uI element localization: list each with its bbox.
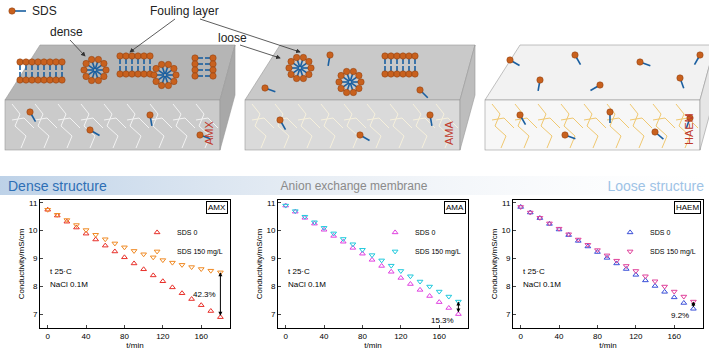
svg-text:11: 11 [29,199,38,208]
svg-text:80: 80 [120,332,129,341]
svg-text:0: 0 [45,332,50,341]
svg-text:Anion exchange membrane: Anion exchange membrane [281,179,428,193]
svg-text:SDS: SDS [32,4,57,18]
svg-text:160: 160 [433,332,447,341]
svg-text:Dense structure: Dense structure [8,178,107,194]
svg-text:Conductivity/mS/cm: Conductivity/mS/cm [17,228,26,299]
svg-text:7: 7 [271,310,276,319]
svg-text:AMX: AMX [208,203,226,212]
svg-text:160: 160 [195,332,209,341]
svg-text:SDS 150 mg/L: SDS 150 mg/L [650,248,696,256]
svg-text:AMA: AMA [443,121,455,146]
svg-text:7: 7 [506,310,511,319]
svg-text:8: 8 [33,282,38,291]
svg-text:11: 11 [502,199,511,208]
svg-text:9: 9 [271,254,276,263]
svg-text:SDS 0: SDS 0 [415,229,435,236]
svg-text:9.2%: 9.2% [671,311,689,320]
svg-text:80: 80 [593,332,602,341]
svg-text:120: 120 [156,332,170,341]
svg-text:10: 10 [28,226,37,235]
svg-text:HAEM: HAEM [676,203,699,212]
svg-text:NaCl 0.1M: NaCl 0.1M [288,280,326,289]
svg-text:loose: loose [218,31,247,45]
svg-text:8: 8 [271,282,276,291]
svg-text:HAEM: HAEM [683,113,695,145]
svg-text:SDS 0: SDS 0 [177,229,197,236]
svg-text:7: 7 [33,310,38,319]
svg-text:t 25·C: t 25·C [50,267,72,276]
svg-text:10: 10 [266,226,275,235]
svg-text:SDS 150 mg/L: SDS 150 mg/L [415,248,461,256]
svg-text:0: 0 [283,332,288,341]
svg-text:t/min: t/min [364,341,381,350]
svg-text:SDS 150 mg/L: SDS 150 mg/L [177,248,223,256]
svg-text:11: 11 [267,199,276,208]
svg-text:120: 120 [629,332,643,341]
svg-text:t/min: t/min [126,341,143,350]
svg-text:Loose structure: Loose structure [608,178,705,194]
svg-text:Conductivity/mS/cm: Conductivity/mS/cm [255,228,264,299]
svg-text:t 25·C: t 25·C [288,267,310,276]
svg-text:40: 40 [82,332,91,341]
svg-text:SDS 0: SDS 0 [650,229,670,236]
svg-text:Conductivity/mS/cm: Conductivity/mS/cm [490,228,499,299]
svg-text:160: 160 [668,332,682,341]
svg-text:10: 10 [501,226,510,235]
svg-text:AMX: AMX [203,121,215,146]
svg-text:t 25·C: t 25·C [523,267,545,276]
svg-text:t/min: t/min [599,341,616,350]
svg-text:8: 8 [506,282,511,291]
svg-text:AMA: AMA [446,203,464,212]
svg-text:15.3%: 15.3% [431,316,454,325]
svg-text:Fouling layer: Fouling layer [150,4,219,18]
svg-text:42.3%: 42.3% [193,290,216,299]
svg-text:NaCl 0.1M: NaCl 0.1M [50,280,88,289]
svg-text:80: 80 [358,332,367,341]
svg-text:9: 9 [33,254,38,263]
svg-text:dense: dense [50,25,83,39]
svg-text:40: 40 [320,332,329,341]
svg-text:120: 120 [394,332,408,341]
svg-text:9: 9 [506,254,511,263]
svg-text:0: 0 [518,332,523,341]
svg-text:NaCl 0.1M: NaCl 0.1M [523,280,561,289]
svg-text:40: 40 [555,332,564,341]
